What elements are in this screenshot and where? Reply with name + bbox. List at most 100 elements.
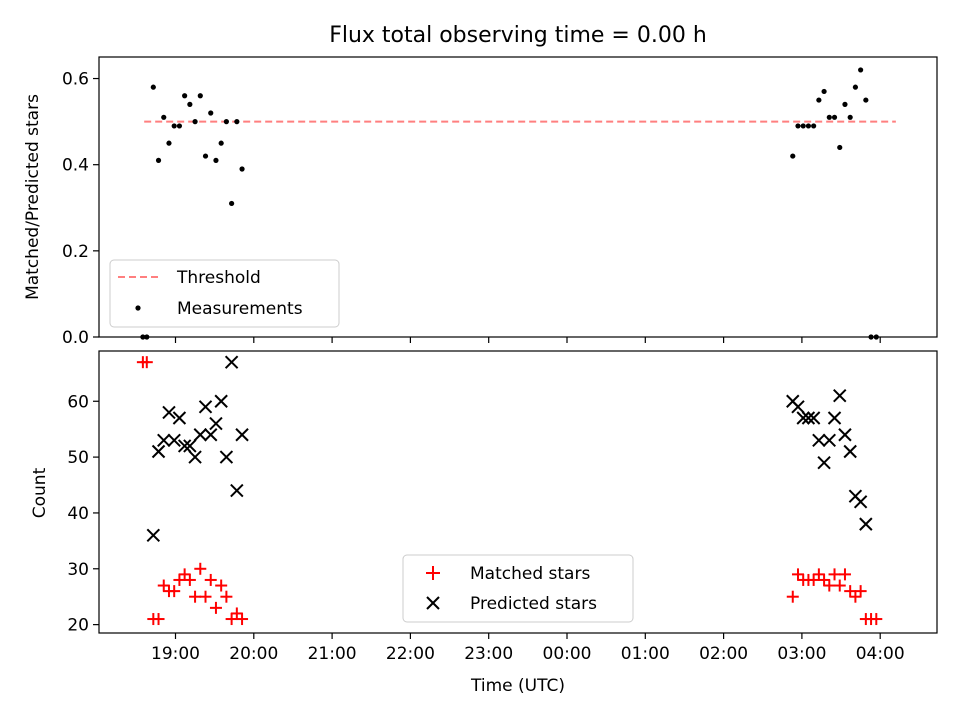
matched-star-point bbox=[807, 573, 820, 586]
bottom-xtick-label: 19:00 bbox=[151, 644, 200, 664]
legend-threshold-label: Threshold bbox=[176, 268, 261, 288]
predicted-star-point bbox=[177, 439, 192, 453]
figure-title: Flux total observing time = 0.00 h bbox=[329, 23, 707, 48]
top-legend-box bbox=[109, 259, 340, 328]
measurement-point bbox=[155, 157, 162, 163]
matched-star-point bbox=[791, 568, 804, 581]
bottom-ylabel: Count bbox=[30, 467, 50, 518]
top-panel: Matched/Predicted stars 0.0 0.2 0.4 0.6 Thr… bbox=[23, 56, 938, 348]
bottom-legend-box bbox=[402, 554, 634, 623]
measurement-point bbox=[800, 123, 806, 129]
predicted-star-point bbox=[204, 428, 218, 442]
measurement-point bbox=[187, 101, 193, 107]
bottom-ytick-label: 20 bbox=[67, 616, 89, 636]
legend-predicted-label: Predicted stars bbox=[470, 594, 597, 614]
predicted-star-point bbox=[162, 405, 176, 420]
predicted-stars-points bbox=[146, 355, 873, 542]
bottom-ytick-label: 30 bbox=[67, 560, 89, 580]
bottom-xtick-label: 20:00 bbox=[229, 644, 278, 664]
measurement-point bbox=[176, 123, 183, 129]
matched-star-point bbox=[183, 573, 196, 586]
predicted-star-point bbox=[235, 428, 249, 442]
predicted-star-point bbox=[157, 433, 171, 448]
matched-star-point bbox=[173, 573, 186, 586]
predicted-star-point bbox=[214, 394, 228, 408]
bottom-xlabel: Time (UTC) bbox=[470, 676, 565, 696]
legend-matched-swatch bbox=[426, 566, 440, 580]
measurement-point bbox=[826, 114, 832, 120]
predicted-star-point bbox=[838, 428, 852, 442]
matched-star-point bbox=[168, 585, 181, 598]
measurement-point bbox=[182, 93, 188, 99]
measurement-point bbox=[847, 114, 853, 120]
matched-star-point bbox=[178, 568, 191, 581]
predicted-star-point bbox=[151, 444, 166, 459]
measurement-point bbox=[218, 140, 224, 146]
matched-star-point bbox=[204, 573, 217, 586]
measurement-point bbox=[831, 114, 838, 120]
measurement-point bbox=[223, 119, 229, 125]
predicted-star-point bbox=[817, 455, 831, 470]
measurement-point bbox=[837, 144, 843, 151]
top-ylabel: Matched/Predicted stars bbox=[23, 94, 43, 300]
matched-star-point bbox=[236, 613, 249, 626]
legend-matched-label: Matched stars bbox=[470, 564, 590, 584]
predicted-star-point bbox=[209, 416, 223, 431]
matched-star-point bbox=[849, 590, 862, 603]
predicted-star-point bbox=[167, 433, 181, 448]
legend-measurements-swatch bbox=[135, 305, 141, 311]
measurement-point bbox=[863, 97, 869, 103]
legend-measurements-label: Measurements bbox=[177, 299, 303, 319]
matched-star-point bbox=[194, 562, 207, 575]
top-ytick-label: 0.4 bbox=[62, 156, 89, 176]
top-axis-ticks: 0.0 0.2 0.4 0.6 bbox=[62, 70, 881, 348]
measurement-point bbox=[852, 84, 859, 90]
matched-star-point bbox=[823, 579, 836, 592]
predicted-star-point bbox=[859, 517, 873, 531]
measurement-point bbox=[811, 123, 817, 129]
predicted-star-point bbox=[219, 450, 234, 464]
predicted-star-point bbox=[812, 433, 826, 448]
bottom-xtick-label: 23:00 bbox=[464, 644, 513, 664]
measurement-point bbox=[842, 101, 848, 107]
measurement-point bbox=[805, 123, 812, 129]
measurement-point bbox=[858, 67, 864, 73]
measurement-point bbox=[202, 153, 209, 159]
predicted-star-point bbox=[172, 411, 187, 425]
matched-star-point bbox=[833, 579, 846, 592]
bottom-xtick-label: 21:00 bbox=[308, 644, 357, 664]
predicted-star-point bbox=[224, 355, 239, 369]
matched-star-point bbox=[140, 356, 153, 369]
matched-star-point bbox=[199, 590, 212, 603]
measurement-point bbox=[239, 166, 245, 172]
bottom-xtick-label: 03:00 bbox=[777, 644, 826, 664]
measurement-point bbox=[208, 110, 214, 116]
bottom-plot-frame bbox=[98, 350, 938, 634]
measurement-point bbox=[192, 119, 198, 125]
predicted-star-point bbox=[801, 411, 816, 425]
predicted-star-point bbox=[146, 528, 161, 542]
measurement-point bbox=[171, 123, 177, 129]
measurement-point bbox=[166, 140, 172, 146]
predicted-star-point bbox=[827, 411, 842, 425]
matched-star-point bbox=[189, 590, 202, 603]
measurement-point bbox=[197, 93, 203, 99]
matched-star-point bbox=[844, 585, 857, 598]
measurement-point bbox=[816, 97, 822, 103]
bottom-xtick-label: 00:00 bbox=[543, 644, 592, 664]
bottom-xtick-label: 04:00 bbox=[856, 644, 905, 664]
top-ytick-label: 0.6 bbox=[62, 70, 89, 90]
measurement-point bbox=[229, 200, 235, 207]
matched-star-point bbox=[870, 613, 883, 626]
predicted-star-point bbox=[806, 411, 821, 425]
matched-star-point bbox=[828, 568, 841, 581]
top-ytick-label: 0.2 bbox=[62, 242, 89, 262]
measurement-point bbox=[213, 157, 219, 163]
matched-star-point bbox=[215, 579, 228, 592]
bottom-axis-ticks: 20 30 40 50 60 19:00 20:00 21:00 22:00 23:00 00:00… bbox=[67, 392, 904, 664]
measurement-points bbox=[140, 67, 879, 340]
bottom-panel: Count Time (UTC) 20 30 40 50 60 19:00 20:00 21:… bbox=[30, 350, 938, 696]
matched-star-point bbox=[209, 601, 222, 614]
predicted-star-point bbox=[843, 444, 857, 459]
